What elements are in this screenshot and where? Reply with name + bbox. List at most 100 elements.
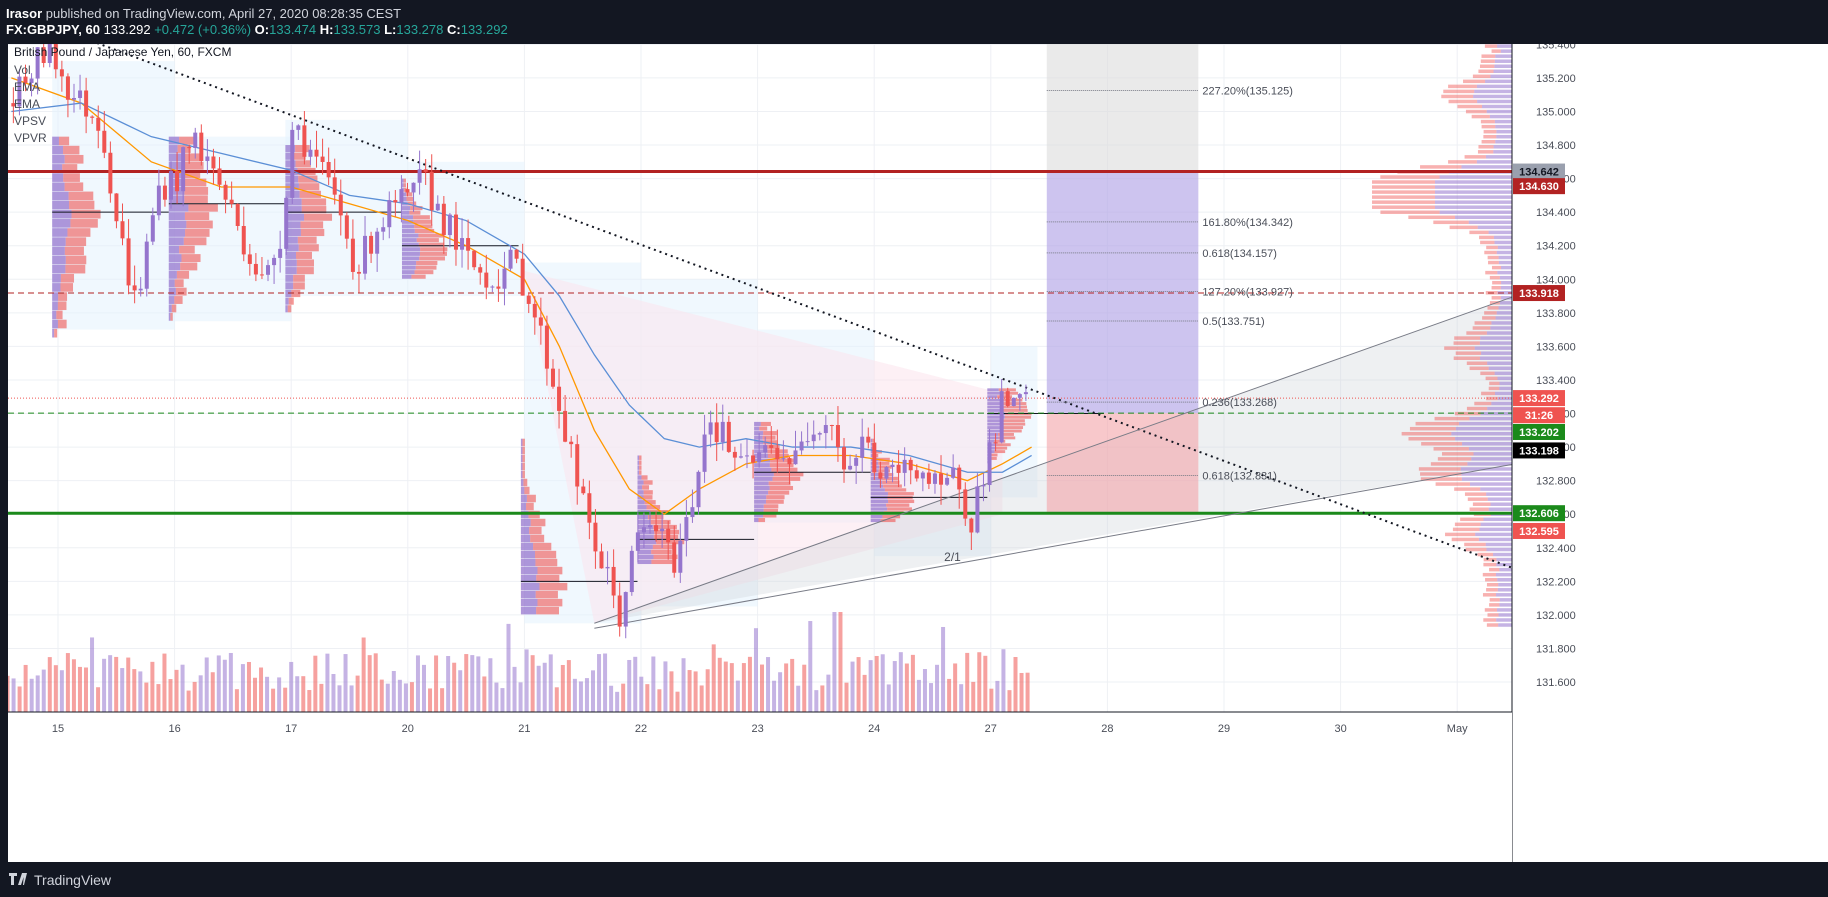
indicator-label[interactable]: Vol: [14, 63, 31, 77]
vpvr-bar-down: [1415, 421, 1459, 426]
profile-bar-down: [535, 590, 558, 599]
vpvr-bar-up: [1500, 49, 1512, 53]
profile-bar-up: [520, 606, 537, 615]
candle-body: [611, 566, 616, 596]
vpvr-bar-up: [1481, 351, 1512, 355]
fib-level-label[interactable]: 0.5(133.751): [1202, 316, 1264, 328]
profile-bar-up: [52, 136, 59, 146]
vpvr-bar-down: [1486, 245, 1498, 250]
price-tick-label: 134.000: [1536, 274, 1576, 286]
volume-bar: [633, 656, 638, 712]
indicator-label[interactable]: VPSV: [14, 114, 46, 128]
candle-body: [1023, 392, 1028, 395]
volume-bar: [259, 667, 264, 712]
price-label-box: [1513, 505, 1565, 522]
price-label-text: 133.918: [1519, 288, 1559, 300]
profile-bar-down: [641, 475, 648, 480]
profile-bar-up: [52, 273, 61, 283]
profile-bar-up: [637, 505, 647, 510]
vpvr-bar-down: [1488, 260, 1499, 265]
vpvr-bar-up: [1493, 145, 1512, 149]
vpvr-bar-up: [1455, 437, 1512, 441]
vpvr-bar-up: [1467, 462, 1512, 466]
profile-bar-down: [176, 270, 190, 279]
vpvr-bar-down: [1474, 401, 1492, 406]
vpvr-bar-up: [1496, 129, 1512, 134]
trendline-solid[interactable]: [594, 278, 1563, 624]
vpvr-bar-down: [1435, 482, 1470, 486]
volume-bar: [168, 679, 173, 712]
vpvr-bar-down: [1454, 487, 1481, 491]
indicator-label[interactable]: VPVR: [14, 131, 47, 145]
vpvr-bar-down: [1420, 165, 1462, 169]
vpvr-bar-up: [1439, 210, 1512, 214]
vpvr-bar-up: [1480, 411, 1512, 416]
profile-bar-down: [413, 215, 430, 220]
volume-bar: [747, 656, 752, 712]
vpvr-bar-up: [1435, 195, 1512, 199]
volume-bar: [470, 655, 475, 712]
indicator-label[interactable]: EMA: [14, 80, 40, 94]
profile-bar-down: [184, 195, 208, 204]
vpvr-bar-down: [1372, 190, 1435, 194]
profile-bar-down: [763, 508, 779, 513]
profile-bar-down: [1003, 408, 1028, 412]
volume-bar: [11, 678, 16, 712]
vpvr-bar-down: [1453, 341, 1480, 345]
tradingview-logo-icon[interactable]: [8, 871, 30, 887]
volume-bar: [735, 680, 740, 712]
fib-level-label[interactable]: 0.618(134.157): [1202, 248, 1277, 260]
candle-body: [587, 493, 592, 523]
candle-body: [156, 185, 161, 216]
profile-bar-down: [185, 228, 210, 237]
indicator-label[interactable]: EMA: [14, 97, 40, 111]
profile-bar-down: [770, 458, 795, 463]
candle-body: [811, 434, 816, 442]
profile-bar-down: [536, 606, 559, 615]
profile-bar-down: [763, 431, 777, 436]
profile-bar-up: [168, 287, 176, 296]
volume-bar: [856, 657, 861, 712]
candle-body: [411, 182, 416, 193]
trendline-solid[interactable]: [594, 454, 1563, 629]
fib-level-label[interactable]: 227.20%(135.125): [1202, 86, 1293, 98]
profile-bar-down: [524, 486, 530, 495]
volume-bar: [90, 637, 95, 712]
fib-level-label[interactable]: 127.20%(133.927): [1202, 287, 1293, 299]
price-chart[interactable]: 261.80%(135.540)227.20%(135.125)161.80%(…: [8, 44, 1828, 862]
price-label-box: [1513, 285, 1565, 302]
price-label-box: [1513, 390, 1565, 407]
candle-body: [793, 450, 798, 465]
profile-bar-down: [293, 274, 305, 282]
volume-bar: [808, 621, 813, 712]
brand-name[interactable]: TradingView: [34, 872, 112, 888]
fibonacci-extension[interactable]: 261.80%(135.540)227.20%(135.125)161.80%(…: [1046, 44, 1293, 482]
open-value: 133.474: [269, 22, 317, 37]
fib-level-label[interactable]: 0.618(132.831): [1202, 470, 1277, 482]
profile-bar-up: [285, 305, 288, 313]
vpvr-bar-down: [1487, 306, 1499, 310]
fib-level-label[interactable]: 0.236(133.268): [1202, 397, 1277, 409]
candle-body: [969, 518, 974, 533]
profile-bar-down: [403, 183, 406, 188]
symbol-label[interactable]: FX:GBPJPY, 60: [6, 22, 100, 37]
annotations: 2/1: [944, 550, 961, 564]
volume-bar: [482, 676, 487, 712]
vpvr-bar-down: [1466, 406, 1488, 411]
profile-bar-up: [401, 210, 410, 215]
volume-bar: [941, 626, 946, 712]
vpvr-bar-up: [1486, 492, 1512, 496]
fib-level-label[interactable]: 161.80%(134.342): [1202, 217, 1293, 229]
volume-bar: [53, 665, 58, 712]
candle-body: [399, 189, 404, 203]
profile-bar-down: [62, 164, 78, 173]
volume-bar: [977, 652, 982, 712]
vpvr-bar-down: [1478, 69, 1494, 74]
candle-body: [290, 129, 295, 198]
trendlines[interactable]: [46, 44, 1563, 629]
volume-bar: [144, 682, 149, 712]
price-tick-label: 135.200: [1536, 73, 1576, 85]
profile-bar-up: [52, 154, 65, 164]
volume-bar: [77, 666, 82, 712]
author-name[interactable]: Irasor: [6, 6, 43, 21]
